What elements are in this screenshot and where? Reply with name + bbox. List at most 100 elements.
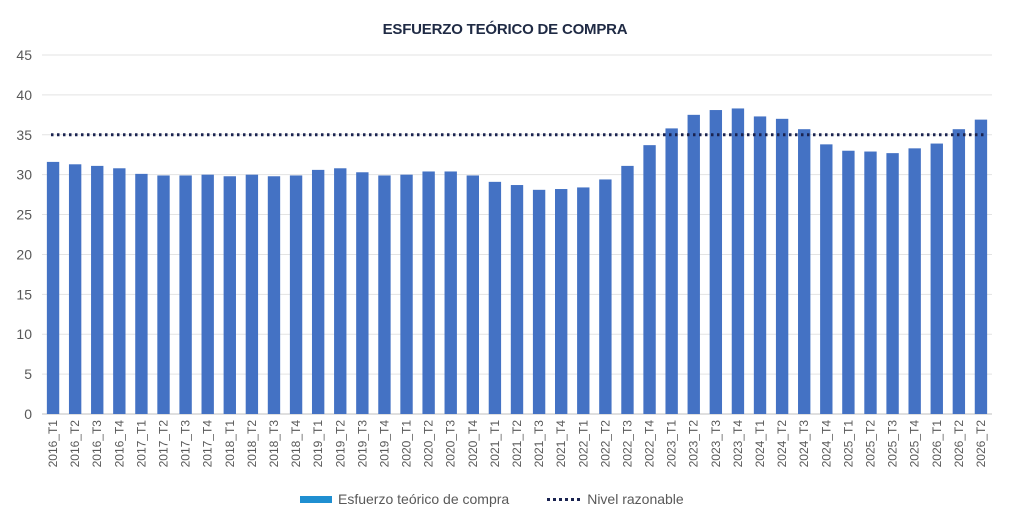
x-tick-label: 2021_T2 [510, 420, 524, 468]
y-tick-label: 5 [24, 366, 32, 382]
bar [930, 143, 943, 414]
bar [179, 175, 192, 414]
bar [311, 169, 325, 414]
bar [709, 110, 723, 415]
legend-bar-swatch [300, 495, 332, 503]
x-tick-label: 2024_T3 [797, 420, 811, 468]
bar [378, 175, 391, 414]
x-tick-label: 2018_T4 [289, 420, 303, 468]
bar [599, 179, 612, 414]
x-tick-label: 2026_T2 [952, 420, 966, 468]
bar [775, 118, 789, 415]
legend-item-line: Nivel razonable [547, 491, 684, 507]
y-tick-label: 20 [16, 246, 32, 262]
y-tick-label: 35 [16, 127, 32, 143]
x-tick-label: 2022_T3 [620, 420, 634, 468]
y-tick-label: 0 [24, 406, 32, 422]
bar [555, 189, 568, 414]
bar [113, 168, 126, 414]
x-tick-label: 2025_T4 [908, 420, 922, 468]
bar [864, 151, 877, 414]
x-tick-label: 2026_T1 [930, 420, 944, 468]
x-tick-label: 2016_T3 [90, 420, 104, 468]
bar [842, 150, 855, 414]
chart-title: ESFUERZO TEÓRICO DE COMPRA [382, 21, 628, 38]
bar [68, 164, 82, 414]
bar [267, 176, 281, 414]
y-tick-label: 25 [16, 207, 32, 223]
x-tick-label: 2017_T3 [179, 420, 193, 468]
x-tick-label: 2021_T4 [554, 420, 568, 468]
bar [46, 161, 60, 414]
x-tick-label: 2022_T2 [598, 420, 612, 468]
bar [422, 171, 435, 414]
bar [466, 175, 479, 414]
x-tick-label: 2017_T1 [134, 420, 148, 468]
bar [577, 187, 590, 414]
x-tick-label: 2021_T3 [532, 420, 546, 468]
bar [157, 175, 170, 414]
bar [687, 114, 700, 414]
y-tick-label: 40 [16, 87, 32, 103]
bar [974, 119, 988, 415]
bar [908, 148, 921, 414]
bar [400, 174, 413, 414]
x-tick-label: 2016_T4 [112, 420, 126, 468]
x-axis-ticks: 2016_T1 2016_T2 2016_T3 2016_T4 2017_T1 2017_… [46, 420, 988, 468]
x-tick-label: 2024_T2 [775, 420, 789, 468]
x-tick-label: 2018_T1 [223, 420, 237, 468]
x-tick-label: 2020_T2 [422, 420, 436, 468]
x-tick-label: 2022_T1 [576, 420, 590, 468]
x-tick-label: 2021_T1 [488, 420, 502, 468]
bar [444, 171, 457, 414]
bar [488, 181, 502, 414]
y-tick-label: 10 [16, 326, 32, 342]
bar [510, 185, 524, 414]
x-tick-label: 2018_T2 [245, 420, 259, 468]
x-tick-label: 2024_T1 [753, 420, 767, 468]
bar [135, 173, 148, 414]
x-tick-label: 2016_T1 [46, 420, 60, 468]
x-tick-label: 2025_T1 [841, 420, 855, 468]
bar [201, 174, 214, 414]
bar [952, 129, 966, 414]
x-tick-label: 2025_T3 [886, 420, 900, 468]
y-tick-label: 45 [16, 47, 32, 63]
bar [820, 144, 833, 414]
legend-bar-label: Esfuerzo teórico de compra [338, 491, 510, 507]
y-tick-label: 15 [16, 286, 32, 302]
x-tick-label: 2023_T1 [665, 420, 679, 468]
x-tick-label: 2018_T3 [267, 420, 281, 468]
legend-line-label: Nivel razonable [587, 491, 684, 507]
bar [532, 189, 546, 414]
x-tick-label: 2023_T4 [731, 420, 745, 468]
bar [334, 168, 347, 414]
legend-line-swatch [547, 497, 581, 501]
x-tick-label: 2025_T2 [863, 420, 877, 468]
bar [665, 128, 678, 414]
legend: Esfuerzo teórico de compra Nivel razonab… [300, 491, 722, 507]
x-tick-label: 2020_T1 [400, 420, 414, 468]
bar [798, 129, 811, 414]
bar [643, 145, 656, 414]
x-tick-label: 2023_T3 [709, 420, 723, 468]
bar [356, 172, 369, 414]
x-tick-label: 2017_T2 [157, 420, 171, 468]
bar [731, 108, 745, 414]
x-tick-label: 2026_T2 [974, 420, 988, 468]
x-tick-label: 2022_T4 [643, 420, 657, 468]
bar [91, 165, 104, 414]
x-tick-label: 2019_T1 [311, 420, 325, 468]
bar [245, 174, 259, 414]
bar [621, 165, 634, 414]
x-tick-label: 2020_T3 [444, 420, 458, 468]
y-axis-ticks: 0 5 10 15 20 25 30 35 40 45 [16, 47, 32, 422]
legend-item-bars: Esfuerzo teórico de compra [300, 491, 509, 507]
y-tick-label: 30 [16, 167, 32, 183]
bar [223, 176, 236, 414]
x-tick-label: 2019_T2 [333, 420, 347, 468]
x-tick-label: 2023_T2 [687, 420, 701, 468]
bar [289, 175, 303, 414]
x-tick-label: 2020_T4 [466, 420, 480, 468]
